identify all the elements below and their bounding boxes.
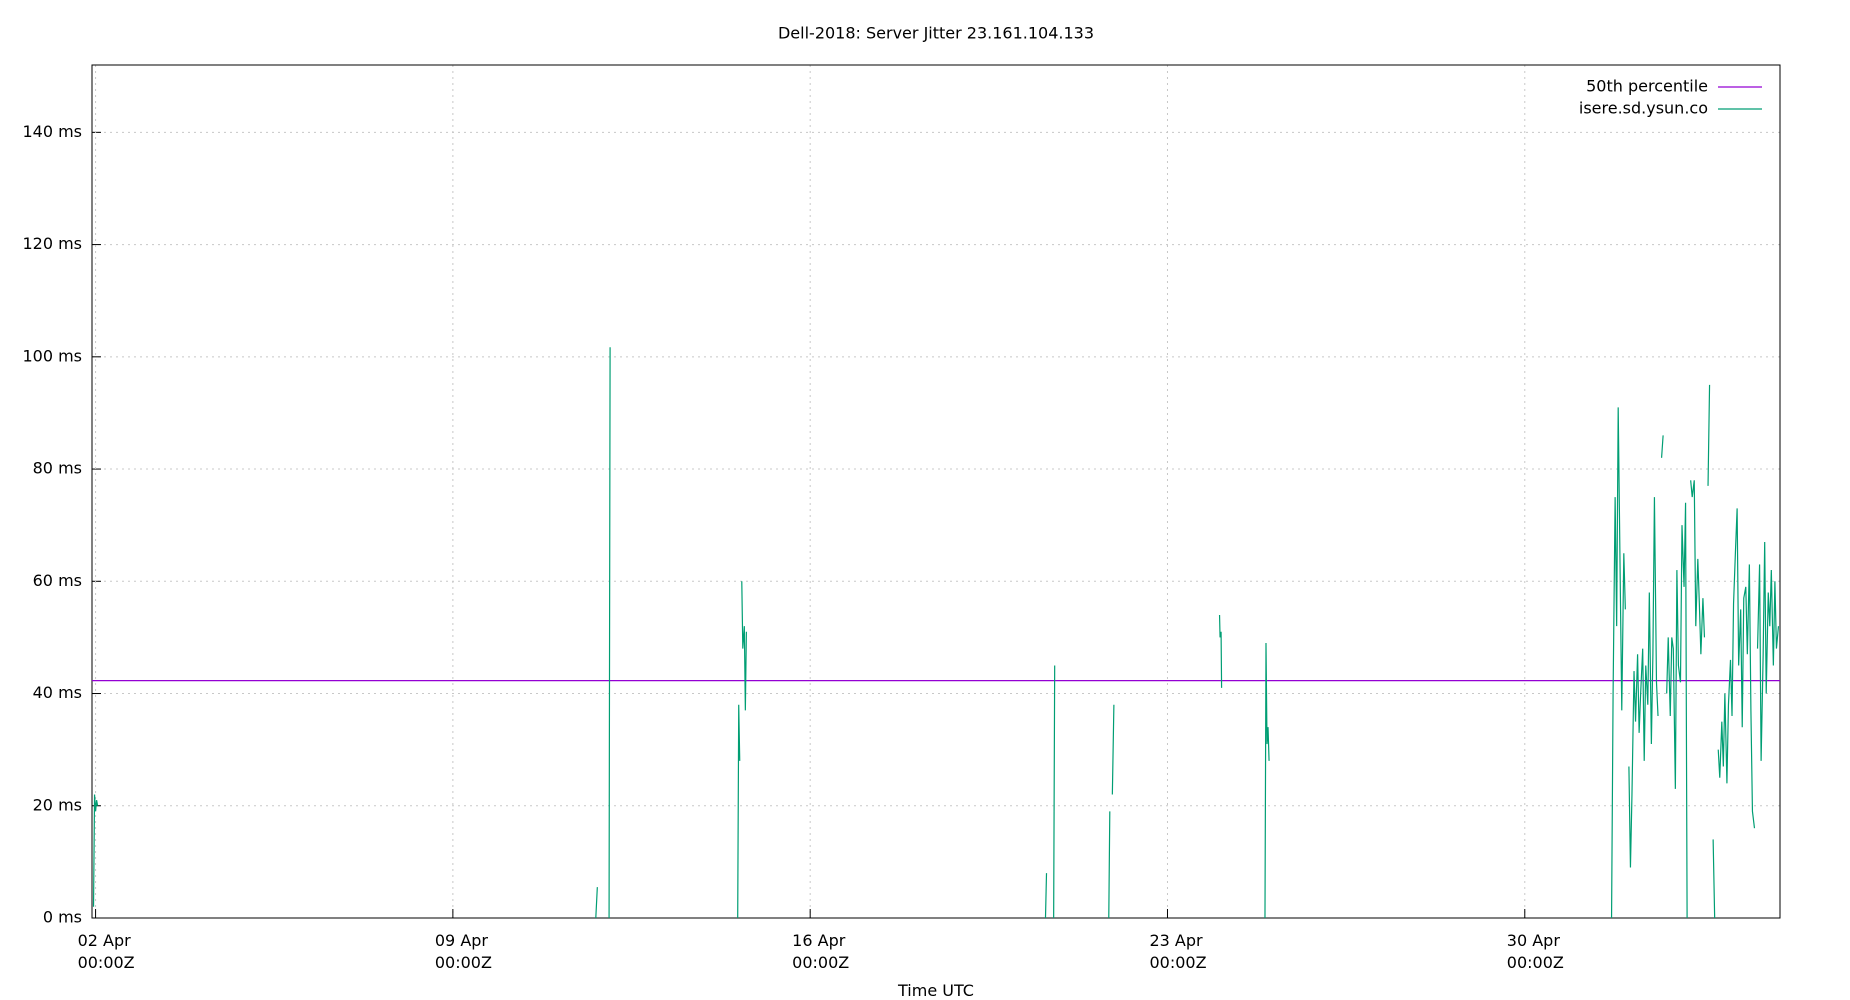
x-tick-label: 23 Apr 00:00Z xyxy=(1149,931,1207,972)
x-axis-title: Time UTC xyxy=(897,981,974,1000)
legend-label: isere.sd.ysun.co xyxy=(1579,99,1708,118)
y-tick-label: 40 ms xyxy=(33,683,82,702)
y-tick-label: 20 ms xyxy=(33,795,82,814)
x-tick-label: 09 Apr 00:00Z xyxy=(434,931,492,972)
y-tick-label: 60 ms xyxy=(33,571,82,590)
x-tick-label: 16 Apr 00:00Z xyxy=(792,931,850,972)
y-tick-label: 0 ms xyxy=(43,908,82,927)
x-tick-label: 02 Apr 00:00Z xyxy=(77,931,135,972)
y-tick-label: 100 ms xyxy=(22,346,82,365)
chart-title: Dell-2018: Server Jitter 23.161.104.133 xyxy=(778,24,1094,43)
legend-label: 50th percentile xyxy=(1586,77,1708,96)
y-tick-label: 80 ms xyxy=(33,459,82,478)
plot-frame xyxy=(91,64,1781,919)
x-tick-label: 30 Apr 00:00Z xyxy=(1506,931,1564,972)
series-line xyxy=(92,347,1780,919)
y-tick-label: 120 ms xyxy=(22,234,82,253)
y-tick-label: 140 ms xyxy=(22,122,82,141)
